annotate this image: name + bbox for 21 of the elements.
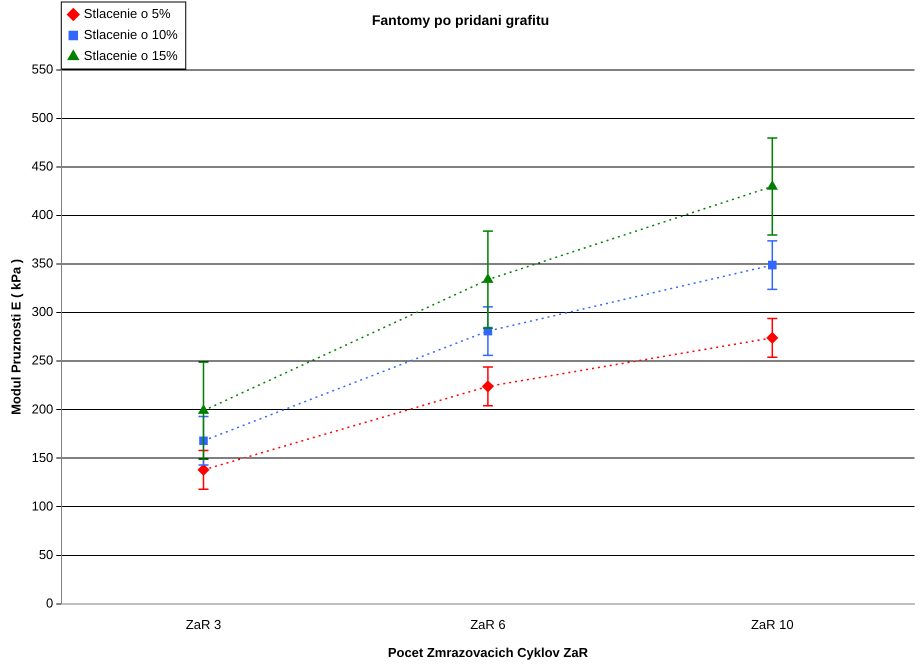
x-tick-label: ZaR 10	[750, 617, 794, 632]
y-tick-label: 400	[32, 207, 54, 222]
y-tick-label: 250	[32, 352, 54, 368]
y-tick-label: 300	[32, 304, 54, 320]
y-tick-label: 350	[32, 256, 54, 271]
x-tick-label: ZaR 6	[470, 617, 506, 632]
legend-label: Stlacenie o 5%	[84, 6, 171, 22]
y-tick-label: 150	[32, 450, 54, 465]
y-tick-label: 100	[32, 498, 54, 514]
y-tick-label: 500	[32, 110, 54, 126]
legend-label: Stlacenie o 10%	[84, 27, 178, 42]
y-axis-title: Modul Pruznosti E ( kPa )	[8, 258, 24, 415]
y-tick-label: 50	[38, 546, 54, 562]
y-tick-label: 550	[32, 62, 54, 77]
x-tick-label: ZaR 3	[186, 617, 222, 632]
y-tick-label: 450	[32, 158, 54, 174]
y-tick-label: 0	[46, 595, 54, 610]
legend-label: Stlacenie o 15%	[84, 48, 178, 64]
y-tick-label: 200	[32, 401, 54, 416]
chart-title: Fantomy po pridani grafitu	[372, 12, 550, 28]
x-axis-title: Pocet Zmrazovacich Cyklov ZaR	[388, 644, 589, 660]
